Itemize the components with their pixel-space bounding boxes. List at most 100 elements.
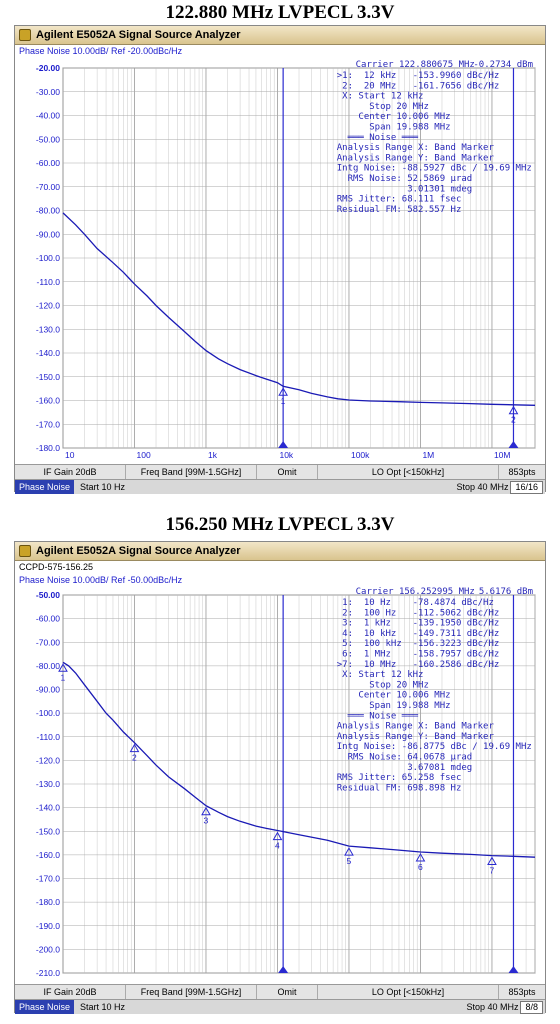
mode-indicator: Phase Noise <box>15 1000 75 1014</box>
marker-1 <box>278 387 289 396</box>
marker-readout-line: >7: 10 MHz -160.2586 dBc/Hz <box>337 660 500 670</box>
y-tick-label: -130.0 <box>36 779 60 789</box>
softkey-freq-band[interactable]: Freq Band [99M-1.5GHz] <box>126 985 257 999</box>
y-tick-label: -100.0 <box>36 708 60 718</box>
softkey-bar: IF Gain 20dB Freq Band [99M-1.5GHz] Omit… <box>15 464 545 479</box>
marker-readout-line: RMS Noise: 64.0678 µrad <box>337 753 472 763</box>
y-tick-label: -140.0 <box>36 348 60 358</box>
marker-readout-line: Intg Noise: -86.8775 dBc / 19.69 MHz <box>337 742 532 752</box>
marker-readout-line: Stop 20 MHz <box>337 102 429 112</box>
carrier-level: 5.6176 dBm <box>479 587 533 597</box>
y-tick-label: -80.00 <box>36 661 60 671</box>
page-indicator: 8/8 <box>520 1000 543 1014</box>
y-tick-label: -150.0 <box>36 826 60 836</box>
y-tick-label: -160.0 <box>36 850 60 860</box>
y-tick-label: -210.0 <box>36 968 60 978</box>
marker-label: 2 <box>511 415 516 425</box>
y-tick-label: -90.00 <box>36 229 60 239</box>
x-tick-label: 100k <box>351 450 370 460</box>
marker-6 <box>415 853 426 862</box>
marker-readout-line: RMS Jitter: 68.111 fsec <box>337 195 462 205</box>
marker-3 <box>201 806 211 816</box>
y-tick-label: -70.00 <box>36 637 60 647</box>
y-tick-label: -30.00 <box>36 87 60 97</box>
marker-readout-line: Intg Noise: -88.5927 dBc / 19.69 MHz <box>337 164 532 174</box>
softkey-bar: IF Gain 20dB Freq Band [99M-1.5GHz] Omit… <box>15 984 545 999</box>
y-tick-label: -60.00 <box>36 614 60 624</box>
y-tick-label: -90.00 <box>36 685 60 695</box>
y-tick-label: -120.0 <box>36 755 60 765</box>
carrier-readout: Carrier 122.880675 MHz <box>356 60 475 70</box>
x-tick-label: 100 <box>136 450 150 460</box>
marker-readout-line: X: Start 12 kHz <box>337 92 424 102</box>
marker-readout-line: Span 19.988 MHz <box>337 123 451 133</box>
window-title: Agilent E5052A Signal Source Analyzer <box>36 545 241 557</box>
device-label: CCPD-575-156.25 <box>15 561 545 574</box>
softkey-omit[interactable]: Omit <box>257 985 318 999</box>
marker-readout-line: Analysis Range X: Band Marker <box>337 722 495 732</box>
y-tick-label: -50.00 <box>36 590 60 600</box>
softkey-if-gain[interactable]: IF Gain 20dB <box>15 465 126 479</box>
marker-readout-line: 3.67081 mdeg <box>337 763 472 773</box>
marker-readout-line: RMS Noise: 52.5869 µrad <box>337 174 472 184</box>
softkey-lo-opt[interactable]: LO Opt [<150kHz] <box>318 465 499 479</box>
phase-noise-plot-1[interactable]: 10 100 1k 10k 100k 1M 10M -20.00 -30.00 -40.00 -50… <box>15 58 543 464</box>
y-tick-label: -120.0 <box>36 301 60 311</box>
marker-label: 1 <box>61 672 66 682</box>
phase-noise-plot-2[interactable]: -50.00 -60.00 -70.00 -80.00 -90.00 -100.0 -110… <box>15 587 543 984</box>
carrier-readout: Carrier 156.252995 MHz <box>356 587 475 597</box>
softkey-freq-band[interactable]: Freq Band [99M-1.5GHz] <box>126 465 257 479</box>
analyzer-window-2: Agilent E5052A Signal Source Analyzer CC… <box>14 541 546 1014</box>
marker-label: 2 <box>132 753 137 763</box>
softkey-if-gain[interactable]: IF Gain 20dB <box>15 985 126 999</box>
marker-readout-line: 6: 1 MHz -158.7957 dBc/Hz <box>337 650 500 660</box>
x-tick-label: 1k <box>208 450 218 460</box>
marker-1 <box>58 663 68 672</box>
marker-readout-line: Center 10.006 MHz <box>337 112 451 122</box>
marker-readout-line: Span 19.988 MHz <box>337 701 451 711</box>
status-bar: Phase Noise Start 10 Hz Stop 40 MHz 16/1… <box>15 479 545 494</box>
window-titlebar: Agilent E5052A Signal Source Analyzer <box>15 542 545 561</box>
mode-indicator: Phase Noise <box>15 480 75 494</box>
marker-label: 7 <box>489 865 494 875</box>
marker-label: 3 <box>203 816 208 826</box>
y-tick-label: -20.00 <box>36 63 60 73</box>
marker-7 <box>487 856 497 865</box>
phase-noise-trace <box>62 212 536 406</box>
marker-readout-line: Residual FM: 582.557 Hz <box>337 205 462 215</box>
marker-readout-line: RMS Jitter: 65.258 fsec <box>337 773 462 783</box>
y-tick-label: -40.00 <box>36 111 60 121</box>
y-tick-label: -50.00 <box>36 134 60 144</box>
phase-noise-trace <box>62 661 536 858</box>
softkey-lo-opt[interactable]: LO Opt [<150kHz] <box>318 985 499 999</box>
marker-4 <box>272 831 283 841</box>
marker-readout-line: Center 10.006 MHz <box>337 691 451 701</box>
points-readout: 853pts <box>508 987 536 997</box>
marker-readout-line: 2: 100 Hz -112.5062 dBc/Hz <box>337 608 500 618</box>
app-icon <box>19 29 31 41</box>
softkey-omit[interactable]: Omit <box>257 465 318 479</box>
marker-readout-line: ═══ Noise ═══ <box>337 711 419 721</box>
x-tick-label: 10M <box>494 450 511 460</box>
y-tick-label: -180.0 <box>36 443 60 453</box>
y-tick-label: -150.0 <box>36 372 60 382</box>
marker-readout-line: Stop 20 MHz <box>337 680 429 690</box>
page-indicator: 16/16 <box>510 480 543 494</box>
start-freq: Start 10 Hz <box>80 1002 126 1012</box>
marker-readout-line: Analysis Range Y: Band Marker <box>337 153 495 163</box>
y-tick-label: -110.0 <box>37 277 61 287</box>
marker-readout-line: ═══ Noise ═══ <box>337 133 419 143</box>
marker-readout-line: 3: 1 kHz -139.1950 dBc/Hz <box>337 619 500 629</box>
trace-subtitle: Phase Noise 10.00dB/ Ref -50.00dBc/Hz <box>15 574 545 587</box>
marker-readout-line: 3.01301 mdeg <box>337 184 472 194</box>
stop-freq: Stop 40 MHz <box>466 1002 519 1012</box>
marker-readout-line: 5: 100 kHz -156.3223 dBc/Hz <box>337 639 500 649</box>
y-tick-label: -130.0 <box>36 324 60 334</box>
status-bar: Phase Noise Start 10 Hz Stop 40 MHz 8/8 <box>15 999 545 1014</box>
y-tick-label: -140.0 <box>36 803 60 813</box>
y-tick-label: -170.0 <box>36 874 60 884</box>
marker-readout-line: 2: 20 MHz -161.7656 dBc/Hz <box>337 81 500 91</box>
band-marker-arrow <box>278 441 289 448</box>
marker-readout-line: Analysis Range X: Band Marker <box>337 143 495 153</box>
marker-readout-line: Residual FM: 698.898 Hz <box>337 783 462 793</box>
